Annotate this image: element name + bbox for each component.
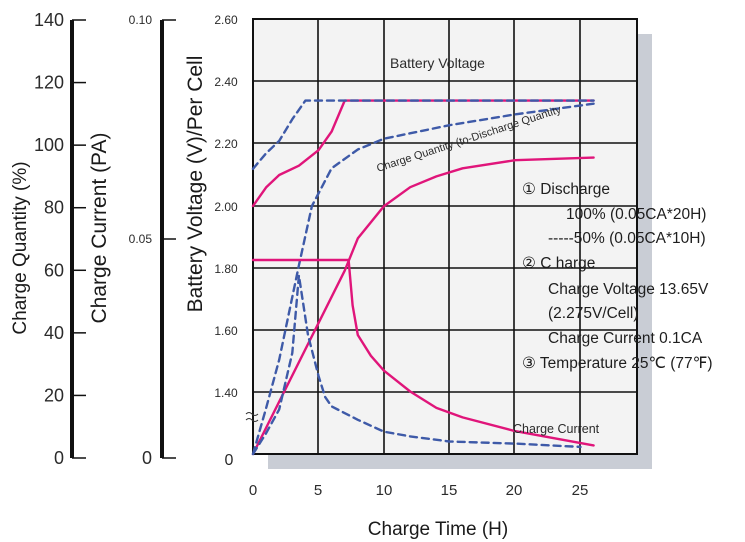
note-4: ② C harge [522, 255, 595, 272]
note-1: ① Discharge [522, 181, 610, 198]
battery-voltage-tick-label: 1.80 [214, 262, 238, 276]
note-8: ③ Temperature 25℃ (77℉) [522, 355, 713, 372]
note-2: 100% (0.05CA*20H) [566, 206, 706, 223]
battery-voltage-tick-label: 2.20 [214, 137, 238, 151]
annotation-charge-current: Charge Current [513, 422, 600, 436]
grid-lines [253, 19, 637, 454]
charge-current-tick-label: 0 [142, 448, 152, 468]
note-7: Charge Current 0.1CA [548, 330, 703, 347]
note-3: -----50% (0.05CA*10H) [548, 230, 706, 247]
charge-quantity-tick-label: 0 [54, 448, 64, 468]
charge-quantity-tick-label: 80 [44, 198, 64, 218]
plot-area [252, 18, 638, 455]
charge-current-dashed-line [251, 274, 582, 456]
battery-voltage-tick-label: 1.40 [214, 386, 238, 400]
battery-voltage-solid-line [251, 99, 595, 208]
battery-voltage-zero-label: 0 [225, 452, 234, 469]
charge-current-solid-line [251, 258, 595, 447]
axes-group: 0 5 10 15 20 25 0 20 40 60 80 100 120 140 0 0.05 0.10 2.6… [34, 10, 588, 499]
series-group [251, 99, 595, 456]
x-tick-label: 0 [249, 482, 257, 499]
x-tick-label: 25 [572, 482, 589, 499]
note-6: (2.275V/Cell) [548, 305, 638, 322]
charge-current-tick-label: 0.10 [129, 13, 153, 27]
charge-quantity-to-discharge-quantity-dashed-line [251, 102, 595, 456]
x-axis-title: Charge Time (H) [368, 519, 508, 540]
battery-voltage-tick-label: 2.00 [214, 200, 238, 214]
battery-voltage-tick-label: 2.60 [214, 13, 238, 27]
battery-voltage-tick-label: 2.40 [214, 75, 238, 89]
charge-quantity-tick-label: 40 [44, 323, 64, 343]
x-tick-label: 10 [376, 482, 393, 499]
x-tick-label: 20 [506, 482, 523, 499]
charge-quantity-tick-label: 100 [34, 135, 64, 155]
battery-voltage-tick-label: 1.60 [214, 324, 238, 338]
charge-current-tick-label: 0.05 [129, 232, 153, 246]
note-5: Charge Voltage 13.65V [548, 281, 709, 298]
y-axis-title-battery-voltage: Battery Voltage (V)/Per Cell [184, 56, 207, 313]
charge-quantity-tick-label: 20 [44, 385, 64, 405]
battery-voltage-dashed-line [251, 99, 595, 170]
x-tick-label: 15 [441, 482, 458, 499]
charge-quantity-tick-label: 140 [34, 10, 64, 30]
y-axis-title-charge-current: Charge Current (PA) [88, 132, 111, 323]
y-axis-title-charge-quantity: Charge Quantity (%) [10, 161, 31, 334]
x-tick-label: 5 [314, 482, 322, 499]
charge-quantity-tick-label: 120 [34, 73, 64, 93]
axis-break-icon [245, 412, 259, 422]
charge-quantity-tick-label: 60 [44, 260, 64, 280]
annotation-battery-voltage: Battery Voltage [390, 55, 485, 71]
